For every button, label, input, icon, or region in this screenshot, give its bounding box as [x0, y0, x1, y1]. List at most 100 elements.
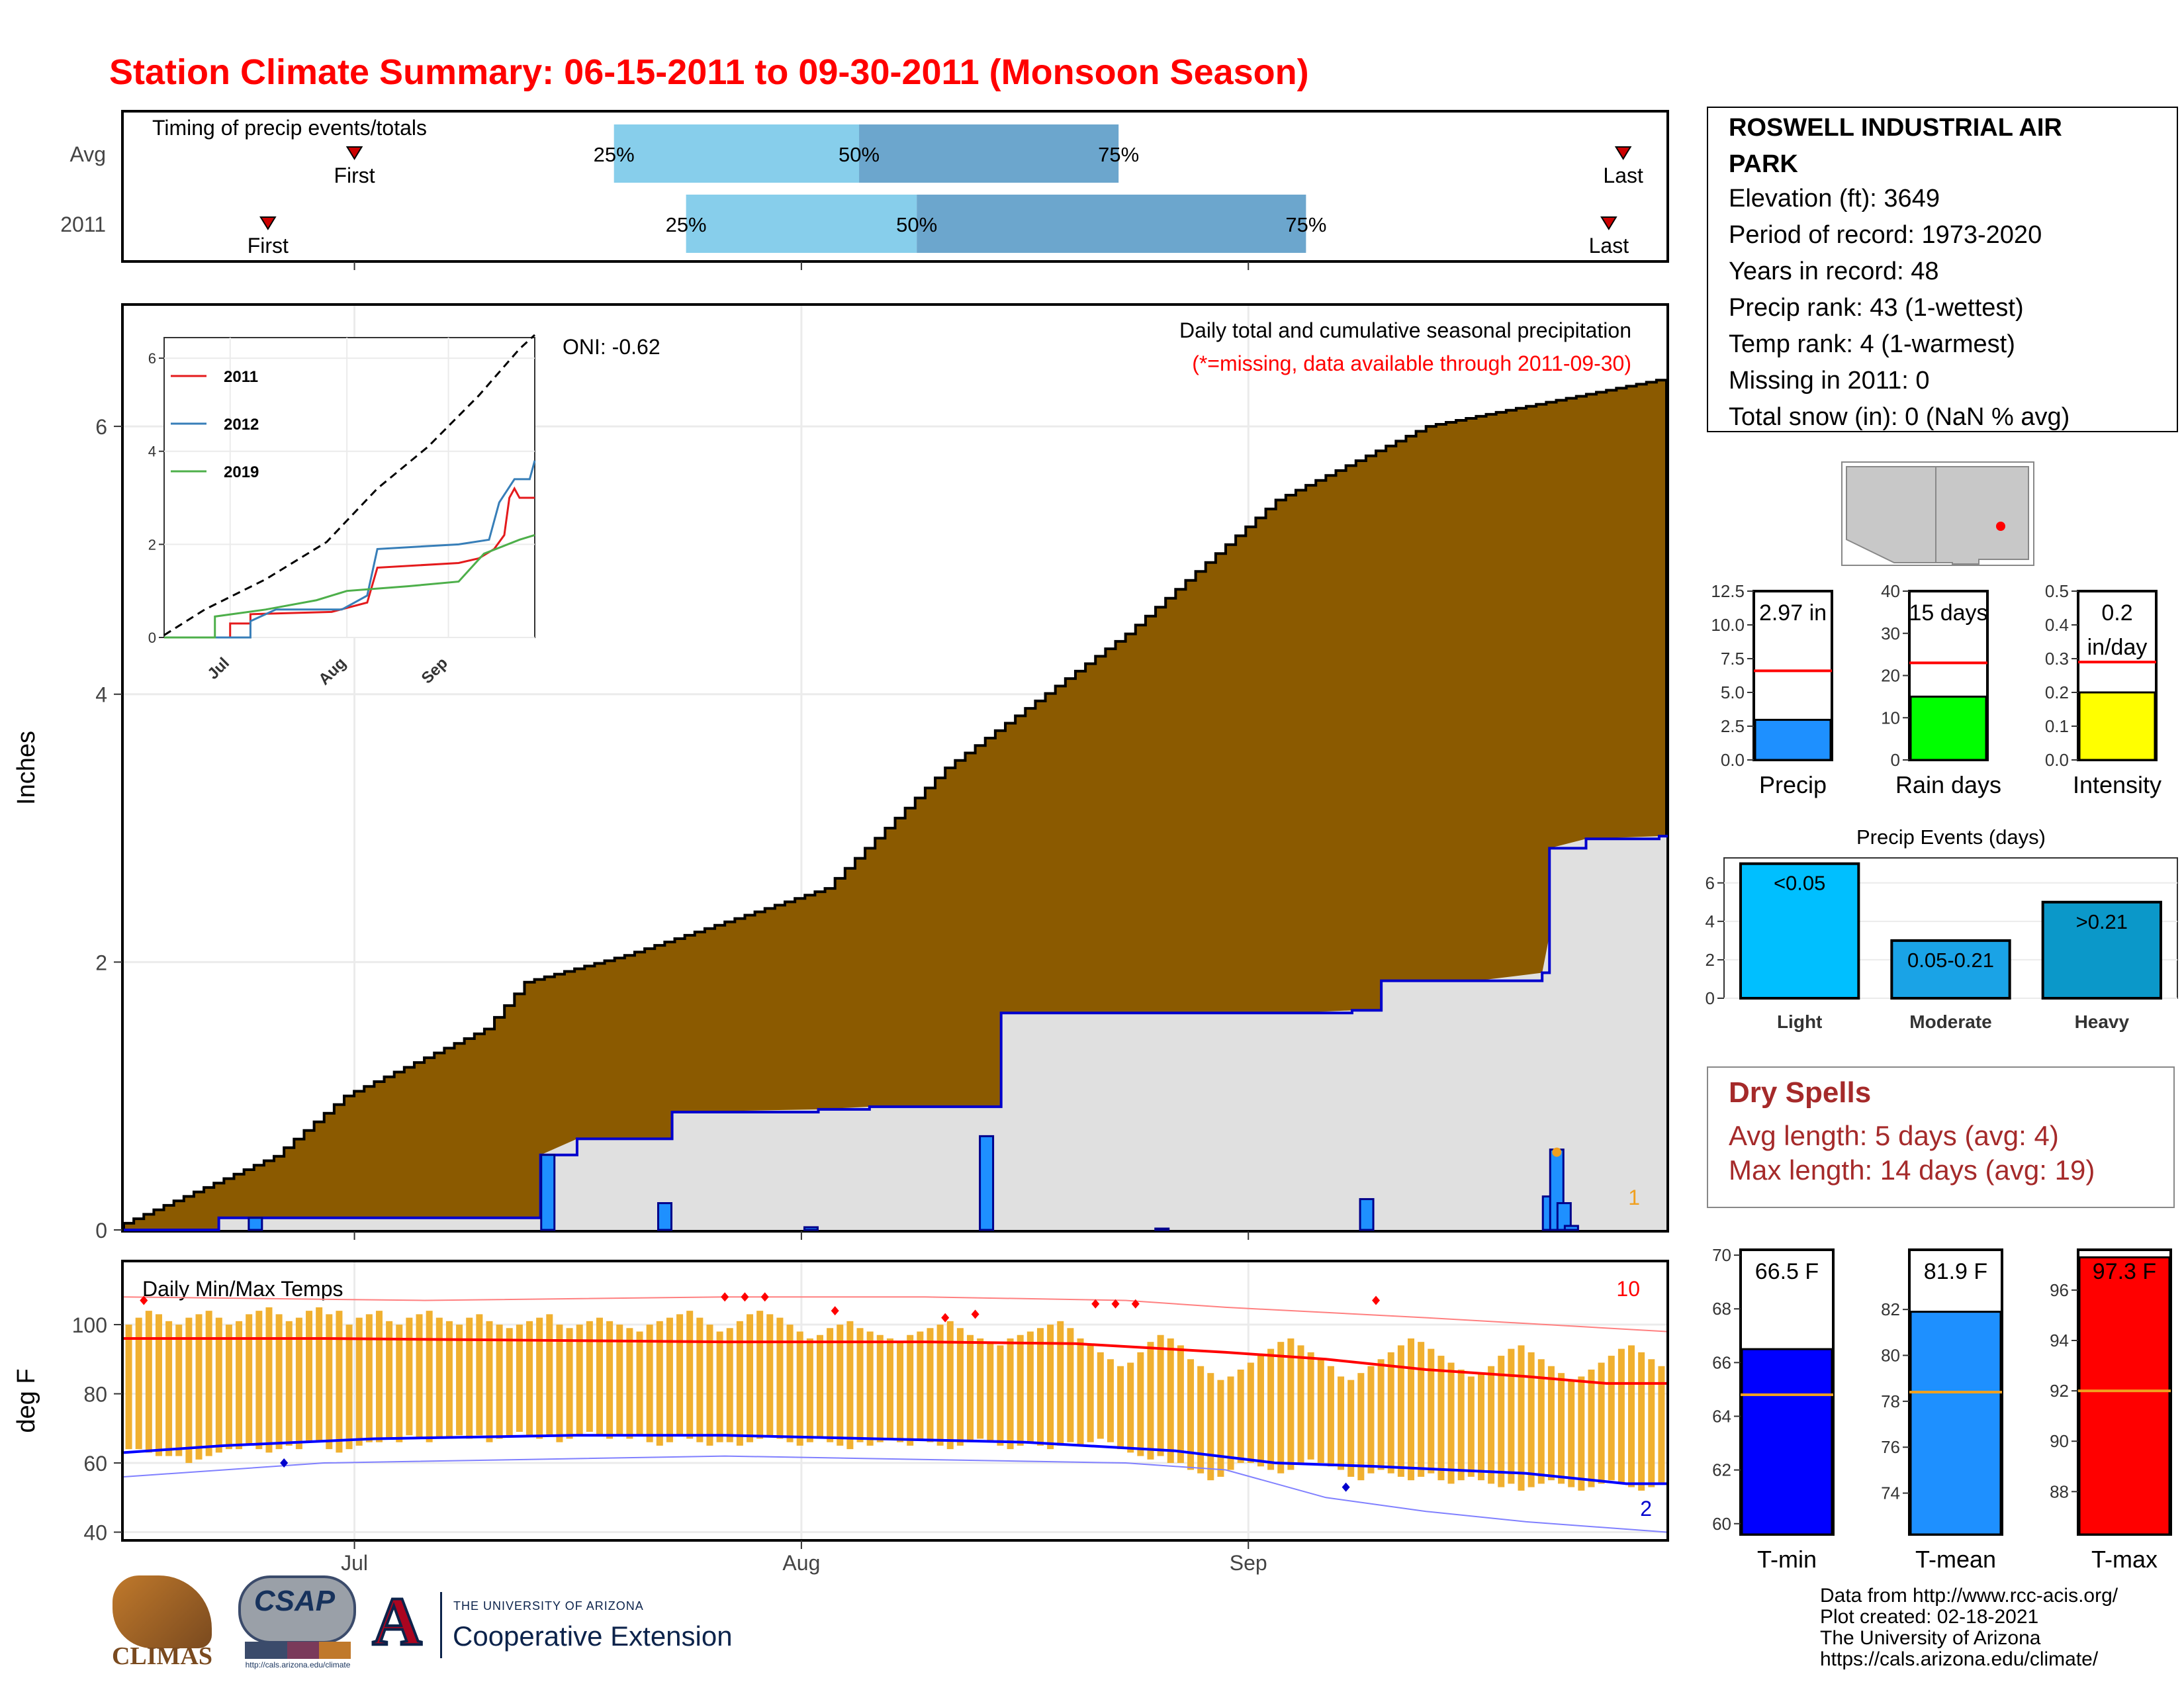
daily-temp-range-bar: [1408, 1338, 1415, 1481]
daily-temp-range-bar: [1147, 1342, 1154, 1460]
daily-temp-range-bar: [816, 1335, 823, 1439]
daily-temp-range-bar: [1036, 1328, 1044, 1446]
daily-temp-range-bar: [736, 1321, 743, 1446]
daily-temp-range-bar: [987, 1342, 994, 1442]
daily-temp-range-bar: [1257, 1356, 1264, 1467]
stat-y-tick-label: 0.5: [2045, 581, 2069, 601]
station-info-line: Temp rank: 4 (1-warmest): [1729, 330, 2015, 358]
ua-logo-letter: A: [371, 1583, 423, 1660]
timing-percentile-label: 50%: [839, 143, 880, 166]
dry-spells-max-length: Max length: 14 days (avg: 19): [1729, 1154, 2095, 1186]
daily-temp-range-bar: [396, 1325, 403, 1442]
daily-temp-range-bar: [856, 1328, 864, 1442]
daily-temp-range-bar: [185, 1317, 193, 1464]
daily-temp-range-bar: [285, 1321, 293, 1446]
daily-temp-range-bar: [1087, 1345, 1094, 1442]
daily-temp-range-bar: [716, 1331, 723, 1442]
daily-temp-range-bar: [1578, 1376, 1585, 1491]
daily-temp-range-bar: [576, 1325, 583, 1436]
record-high-marker: [1131, 1299, 1140, 1309]
precip-y-tick-label: 6: [95, 415, 107, 439]
daily-temp-range-bar: [1237, 1369, 1244, 1464]
precip-chart-subtitle: (*=missing, data available through 2011-…: [1192, 352, 1631, 375]
daily-temp-range-bar: [1467, 1376, 1475, 1477]
precip-y-tick-label: 0: [95, 1219, 107, 1243]
daily-temp-range-bar: [516, 1325, 523, 1432]
daily-temp-range-bar: [246, 1314, 253, 1446]
daily-temp-range-bar: [1287, 1338, 1295, 1470]
daily-temp-range-bar: [476, 1314, 483, 1436]
record-high-marker: [831, 1306, 839, 1316]
timing-last-marker: [1600, 216, 1617, 230]
daily-temp-range-bar: [1457, 1369, 1465, 1481]
daily-temp-range-bar: [1347, 1380, 1355, 1477]
inset-series-line-2012: [164, 460, 536, 639]
timing-last-marker-label: Last: [1603, 164, 1643, 187]
record-low-count: 2: [1640, 1497, 1652, 1521]
stat-y-tick-label: 94: [2050, 1331, 2069, 1350]
daily-temp-range-bar: [786, 1325, 794, 1442]
daily-temp-range-bar: [1077, 1338, 1084, 1446]
daily-precip-bar: [803, 1226, 819, 1231]
daily-temp-range-bar: [265, 1307, 273, 1453]
temps-y-tick-label: 100: [72, 1313, 107, 1337]
record-low-marker: [1342, 1482, 1350, 1492]
daily-temp-range-bar: [1307, 1352, 1314, 1460]
ua-logo-small-text: THE UNIVERSITY OF ARIZONA: [453, 1599, 644, 1613]
stat-y-tick-label: 0.2: [2045, 682, 2069, 702]
daily-temp-range-bar: [917, 1331, 924, 1439]
daily-temp-range-bar: [1247, 1362, 1254, 1464]
credit-university: The University of Arizona: [1820, 1627, 2041, 1649]
stat-y-tick-label: 80: [1881, 1346, 1900, 1366]
daily-temp-range-bar: [1418, 1342, 1425, 1477]
daily-temp-range-bar: [1167, 1338, 1174, 1464]
timing-first-marker-label: First: [334, 164, 375, 187]
daily-temp-range-bar: [866, 1331, 874, 1446]
stat-value-label: 0.2: [2101, 600, 2132, 626]
state-map: [1841, 461, 2034, 566]
timing-row-label: Avg: [69, 142, 106, 166]
daily-temp-range-bar: [135, 1317, 142, 1450]
stat-y-tick-label: 40: [1881, 581, 1900, 601]
daily-precip-bar: [1154, 1227, 1170, 1231]
daily-temp-range-bar: [636, 1331, 643, 1436]
daily-temp-range-bar: [756, 1311, 764, 1439]
timing-bar-25-50: [614, 124, 860, 183]
csap-logo: CSAP: [253, 1585, 336, 1617]
daily-temp-range-bar: [1197, 1366, 1205, 1474]
daily-temp-range-bar: [496, 1325, 503, 1439]
events-y-tick-label: 4: [1706, 912, 1715, 931]
daily-precip-bar: [1359, 1197, 1375, 1231]
record-high-marker: [1111, 1299, 1120, 1309]
timing-bar-25-50: [686, 195, 917, 253]
daily-temp-range-bar: [125, 1325, 132, 1450]
daily-temp-range-bar: [1568, 1380, 1575, 1487]
daily-temp-range-bar: [1588, 1369, 1595, 1487]
stat-category-label: Rain days: [1895, 771, 2001, 798]
daily-temp-range-bar: [1267, 1348, 1275, 1470]
stat-bar-precip: [1754, 718, 1832, 761]
stat-y-tick-label: 0.1: [2045, 716, 2069, 736]
temps-x-tick-label: Aug: [782, 1551, 820, 1575]
dry-spells-box: [1707, 1066, 2175, 1208]
daily-temp-range-bar: [1297, 1345, 1304, 1464]
daily-temp-range-bar: [1628, 1345, 1635, 1487]
temps-y-tick-label: 80: [83, 1383, 107, 1407]
climas-logo-icon: [113, 1575, 212, 1648]
daily-temp-range-bar: [566, 1328, 573, 1439]
daily-temp-range-bar: [1437, 1356, 1445, 1481]
record-max-line: [123, 1296, 1667, 1333]
daily-temp-range-bar: [806, 1338, 813, 1442]
daily-temp-range-bar: [1017, 1335, 1024, 1446]
daily-precip-max-marker: [1552, 1147, 1562, 1157]
daily-temp-range-bar: [1658, 1366, 1665, 1484]
station-info-line: Elevation (ft): 3649: [1729, 185, 1940, 212]
events-y-tick-label: 2: [1706, 950, 1715, 970]
credit-plot-created: Plot created: 02-18-2021: [1820, 1606, 2038, 1628]
daily-temp-range-bar: [676, 1314, 684, 1436]
events-category-label: Heavy: [2075, 1011, 2130, 1032]
daily-temp-range-bar: [386, 1321, 393, 1439]
daily-temp-range-bar: [886, 1338, 893, 1439]
daily-temp-range-bar: [445, 1321, 453, 1439]
